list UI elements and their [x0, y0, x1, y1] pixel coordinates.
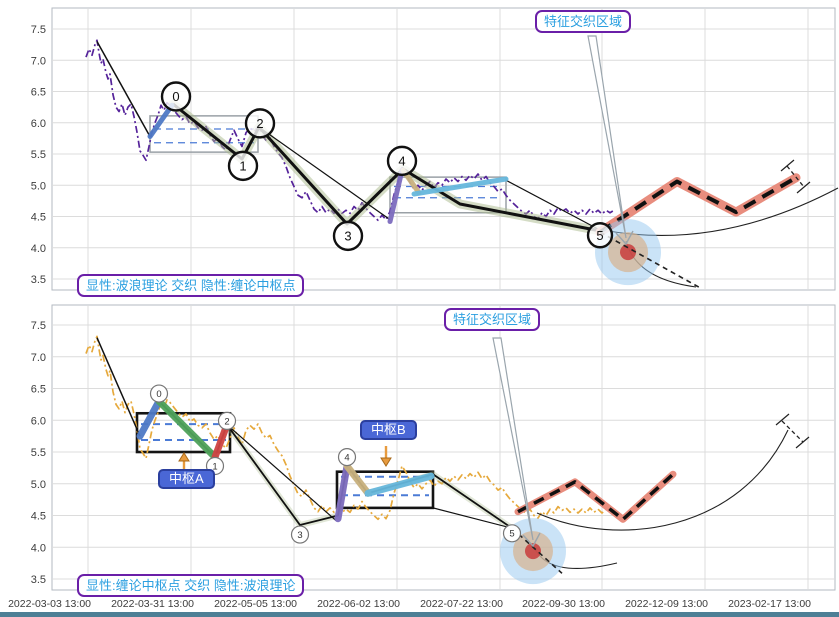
pivot-number-0: 0 — [156, 389, 161, 400]
end-tick-cap — [775, 413, 790, 426]
target-ring — [620, 244, 636, 261]
pivot-number-1: 1 — [239, 159, 246, 174]
pivot-number-2: 2 — [224, 416, 229, 427]
end-tick-cap — [796, 181, 811, 194]
pivot-circle-0 — [149, 384, 169, 403]
y-tick-label: 6.0 — [31, 118, 46, 130]
pivot-circle-4 — [386, 145, 418, 177]
wave-start-line — [96, 337, 141, 437]
pivot-number-2: 2 — [256, 116, 263, 131]
panel-legend-bottom: 显性:缠论中枢点 交织 隐性:波浪理论 — [77, 574, 305, 597]
callout-arrow — [587, 35, 627, 239]
trend-line — [432, 507, 513, 529]
y-tick-label: 5.5 — [31, 149, 46, 161]
pivot-circle-5 — [502, 524, 522, 543]
projection-tail — [599, 231, 701, 289]
price-line — [85, 335, 615, 521]
end-tick-cap — [780, 159, 795, 172]
feature-zone-label-top: 特征交织区域 — [535, 10, 632, 33]
pivot-circle-3 — [290, 525, 310, 544]
chan-segment — [147, 102, 175, 139]
y-tick-label: 3.5 — [31, 274, 46, 286]
y-tick-label: 4.5 — [31, 511, 46, 523]
y-tick-label: 3.5 — [31, 574, 46, 586]
y-tick-label: 7.5 — [31, 320, 46, 332]
forecast-line — [517, 472, 675, 522]
pivot-number-4: 4 — [344, 453, 349, 464]
panel-top: 7.5 7.0 6.5 6.0 5.5 5.0 4.5 4.0 3.5 0 1 2 3 4 5 — [31, 7, 839, 291]
pivot-circle-2 — [244, 108, 276, 139]
x-tick-label: 2022-06-02 13:00 — [317, 598, 400, 610]
chan-segment — [364, 472, 435, 497]
forecast-halo — [514, 470, 677, 523]
zone-pointer-arrowhead — [380, 457, 392, 467]
trend-line — [258, 126, 391, 221]
y-tick-label: 4.0 — [31, 542, 46, 554]
chan-segment — [411, 176, 509, 197]
annotation-curve — [536, 429, 789, 531]
end-tick — [786, 165, 805, 188]
pivot-circle-0 — [160, 81, 192, 112]
wave-start-line — [96, 41, 151, 137]
pivot-number-0: 0 — [172, 89, 179, 104]
x-tick-label: 2022-03-31 13:00 — [111, 598, 194, 610]
feature-zone-label-bottom: 特征交织区域 — [444, 308, 541, 331]
chan-segment — [343, 462, 372, 497]
pivot-number-1: 1 — [212, 461, 217, 472]
trend-line — [505, 179, 599, 230]
y-tick-label: 5.5 — [31, 447, 46, 459]
chan-segment — [155, 397, 219, 461]
chan-segment — [334, 462, 351, 523]
trend-line — [226, 424, 337, 522]
y-tick-label: 7.0 — [31, 55, 46, 67]
panel-legend-top: 显性:波浪理论 交织 隐性:缠论中枢点 — [77, 274, 305, 297]
pivot-circle-1 — [227, 150, 259, 182]
pivot-circle-5 — [586, 222, 614, 249]
y-tick-label: 5.0 — [31, 180, 46, 192]
end-tick — [781, 420, 804, 443]
window-bottom-bar — [0, 612, 839, 617]
pivot-circle-4 — [337, 447, 357, 467]
plot-border — [51, 304, 836, 591]
y-tick-label: 7.0 — [31, 352, 46, 364]
zone-pointer-arrowhead — [178, 452, 190, 462]
x-tick-label: 2022-12-09 13:00 — [625, 598, 708, 610]
target-ring — [525, 543, 541, 560]
pivot-zone-box — [335, 470, 435, 510]
forecast-line — [598, 176, 797, 234]
pivot-zone-a-label: 中枢A — [158, 469, 215, 489]
x-tick-label: 2022-05-05 13:00 — [214, 598, 297, 610]
y-tick-label: 6.5 — [31, 384, 46, 396]
x-tick-label: 2022-03-03 13:00 — [8, 598, 91, 610]
price-line — [85, 39, 615, 222]
chan-segment — [136, 397, 163, 440]
x-tick-label: 2022-07-22 13:00 — [420, 598, 503, 610]
y-tick-label: 5.0 — [31, 479, 46, 491]
pivot-circle-2 — [217, 411, 237, 430]
plot-border — [51, 7, 836, 291]
x-tick-label: 2023-02-17 13:00 — [728, 598, 811, 610]
x-tick-label: 2022-09-30 13:00 — [522, 598, 605, 610]
y-tick-label: 4.0 — [31, 243, 46, 255]
chan-segment — [387, 167, 405, 224]
pivot-number-3: 3 — [297, 530, 302, 541]
pivot-circle-3 — [332, 220, 364, 252]
callout-arrowhead — [522, 532, 541, 548]
end-tick-cap — [795, 436, 810, 449]
callout-arrowhead — [615, 230, 634, 246]
panel-bottom: 7.5 7.0 6.5 6.0 5.5 5.0 4.5 4.0 3.5 0 1 2 3 4 5 — [31, 304, 836, 591]
y-tick-label: 6.5 — [31, 87, 46, 99]
y-tick-label: 6.0 — [31, 415, 46, 427]
y-tick-label: 4.5 — [31, 212, 46, 224]
y-tick-label: 7.5 — [31, 24, 46, 36]
pivot-number-5: 5 — [509, 529, 514, 540]
pivot-number-3: 3 — [344, 229, 351, 244]
callout-arrow — [492, 337, 534, 541]
chan-segment — [211, 421, 231, 461]
pivot-zone-b-label: 中枢B — [360, 420, 417, 440]
pivot-number-4: 4 — [398, 154, 405, 169]
pivot-number-5: 5 — [596, 228, 603, 243]
